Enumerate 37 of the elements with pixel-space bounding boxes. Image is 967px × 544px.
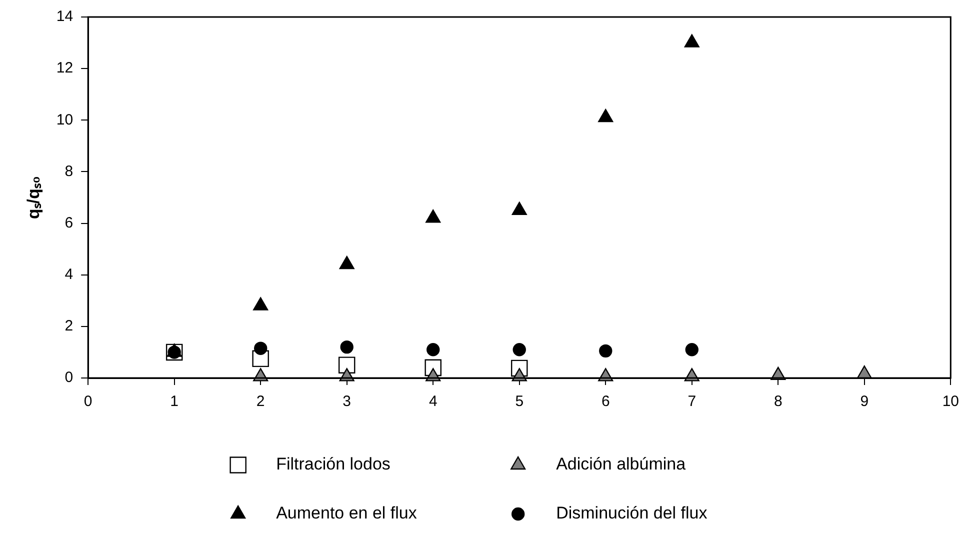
point bbox=[340, 340, 354, 354]
y-axis-title: qₛ/qₛ₀ bbox=[24, 176, 43, 220]
x-tick-label: 8 bbox=[774, 393, 782, 410]
point bbox=[512, 202, 527, 215]
x-tick-label: 7 bbox=[688, 393, 696, 410]
legend-label: Filtración lodos bbox=[276, 454, 390, 474]
y-tick-label: 4 bbox=[64, 266, 74, 283]
x-tick-label: 3 bbox=[342, 393, 352, 410]
y-tick-label: 12 bbox=[56, 60, 74, 77]
y-tick-label: 2 bbox=[64, 318, 74, 335]
point bbox=[512, 343, 526, 356]
point bbox=[598, 108, 614, 122]
x-tick-label: 9 bbox=[860, 393, 869, 410]
y-tick-label: 0 bbox=[64, 369, 74, 386]
x-tick-label: 5 bbox=[515, 393, 524, 410]
point bbox=[253, 297, 268, 310]
legend-label: Disminución del flux bbox=[556, 504, 708, 523]
y-tick-label: 14 bbox=[56, 8, 74, 26]
point bbox=[254, 342, 268, 355]
point bbox=[426, 343, 440, 356]
point bbox=[685, 343, 698, 356]
y-tick-label: 6 bbox=[64, 214, 74, 232]
legend-label: Aumento en el flux bbox=[276, 504, 418, 523]
point bbox=[599, 344, 612, 358]
x-tick-label: 4 bbox=[428, 393, 438, 410]
y-tick-label: 8 bbox=[64, 162, 74, 180]
x-tick-label: 0 bbox=[84, 393, 92, 410]
legend-label: Adición albúmina bbox=[556, 454, 686, 474]
point bbox=[339, 256, 354, 270]
x-tick-label: 6 bbox=[601, 393, 610, 410]
point bbox=[426, 210, 441, 223]
x-tick-label: 1 bbox=[170, 393, 179, 410]
y-tick-label: 10 bbox=[56, 111, 74, 128]
x-tick-label: 10 bbox=[942, 393, 959, 410]
point bbox=[684, 34, 700, 48]
x-tick-label: 2 bbox=[256, 393, 265, 410]
point bbox=[338, 356, 356, 374]
